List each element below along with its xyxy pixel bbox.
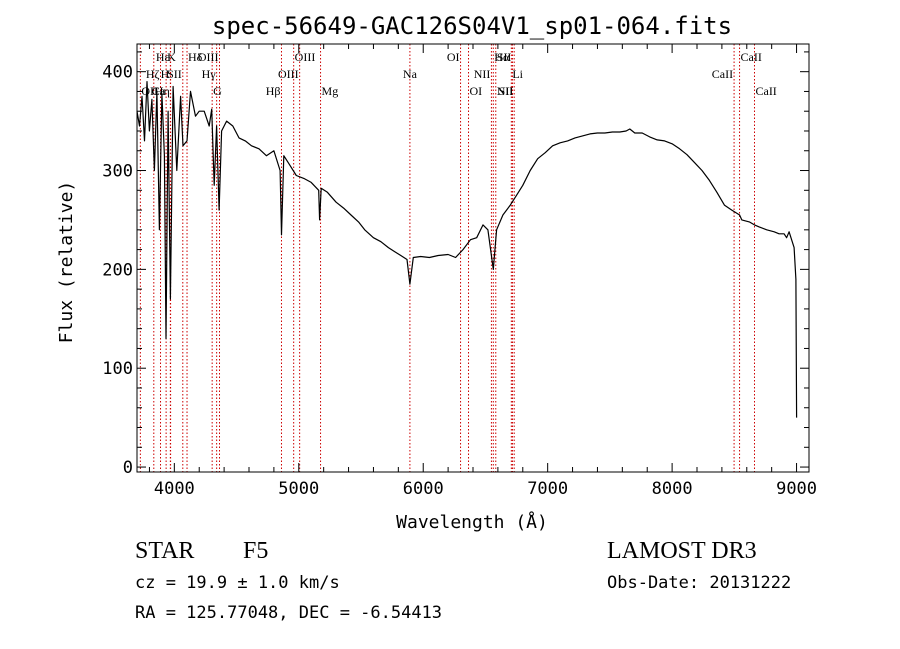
line-label: Hη	[155, 84, 170, 98]
line-markers	[139, 44, 755, 472]
line-label: OIII	[295, 50, 316, 64]
line-label: Hβ	[266, 84, 281, 98]
x-tick-label: 5000	[278, 479, 319, 499]
line-label: Hε	[156, 50, 170, 64]
spectrum-line	[136, 80, 798, 418]
y-axis-label: Flux (relative)	[56, 181, 77, 344]
line-label: Ca	[152, 84, 166, 98]
line-label: Hδ	[188, 50, 203, 64]
line-label: OIII	[198, 50, 219, 64]
y-tick-label: 0	[123, 458, 133, 478]
line-label: SII	[499, 84, 514, 98]
line-label: Hζ	[146, 67, 160, 81]
x-tick-label: 9000	[776, 479, 817, 499]
axes: 4000 5000 6000 7000 8000 9000 0 100 200 300 400	[102, 43, 817, 499]
line-label: G	[213, 84, 222, 98]
line-label: NII	[497, 84, 514, 98]
redshift-text: cz = 19.9 ± 1.0 km/s	[135, 573, 340, 593]
plot-frame	[136, 43, 810, 473]
x-tick-label: 6000	[403, 479, 444, 499]
subclass-label: F5	[243, 538, 269, 564]
line-label: H	[161, 67, 170, 81]
line-label: SII	[167, 67, 182, 81]
line-label: NII	[474, 67, 491, 81]
x-tick-label: 7000	[527, 479, 568, 499]
line-label: SII	[497, 50, 512, 64]
obs-date-text: Obs-Date: 20131222	[607, 573, 792, 593]
spectrum-series	[136, 80, 798, 418]
y-tick-label: 200	[102, 260, 133, 280]
line-label: CaII	[712, 67, 733, 81]
survey-label: LAMOST DR3	[607, 538, 757, 564]
line-label: Na	[403, 67, 418, 81]
line-label: OII	[141, 84, 158, 98]
class-label: STAR	[135, 538, 195, 564]
coordinates-text: RA = 125.77048, DEC = -6.54413	[135, 603, 443, 623]
line-label: Hα	[494, 50, 510, 64]
line-label: CaII	[755, 84, 776, 98]
x-axis-label: Wavelength (Å)	[396, 511, 548, 533]
line-label: OI	[447, 50, 460, 64]
y-tick-label: 300	[102, 162, 133, 182]
y-tick-label: 400	[102, 63, 133, 83]
line-label: Mg	[322, 84, 339, 98]
line-label: OIII	[278, 67, 299, 81]
y-tick-label: 100	[102, 359, 133, 379]
x-tick-label: 8000	[652, 479, 693, 499]
line-label: K	[167, 50, 176, 64]
line-label: Hγ	[202, 67, 217, 81]
line-label: CaII	[741, 50, 762, 64]
line-label: OI	[470, 84, 483, 98]
chart-title: spec-56649-GAC126S04V1_sp01-064.fits	[212, 12, 732, 40]
line-label: Li	[512, 67, 523, 81]
x-tick-label: 4000	[154, 479, 195, 499]
